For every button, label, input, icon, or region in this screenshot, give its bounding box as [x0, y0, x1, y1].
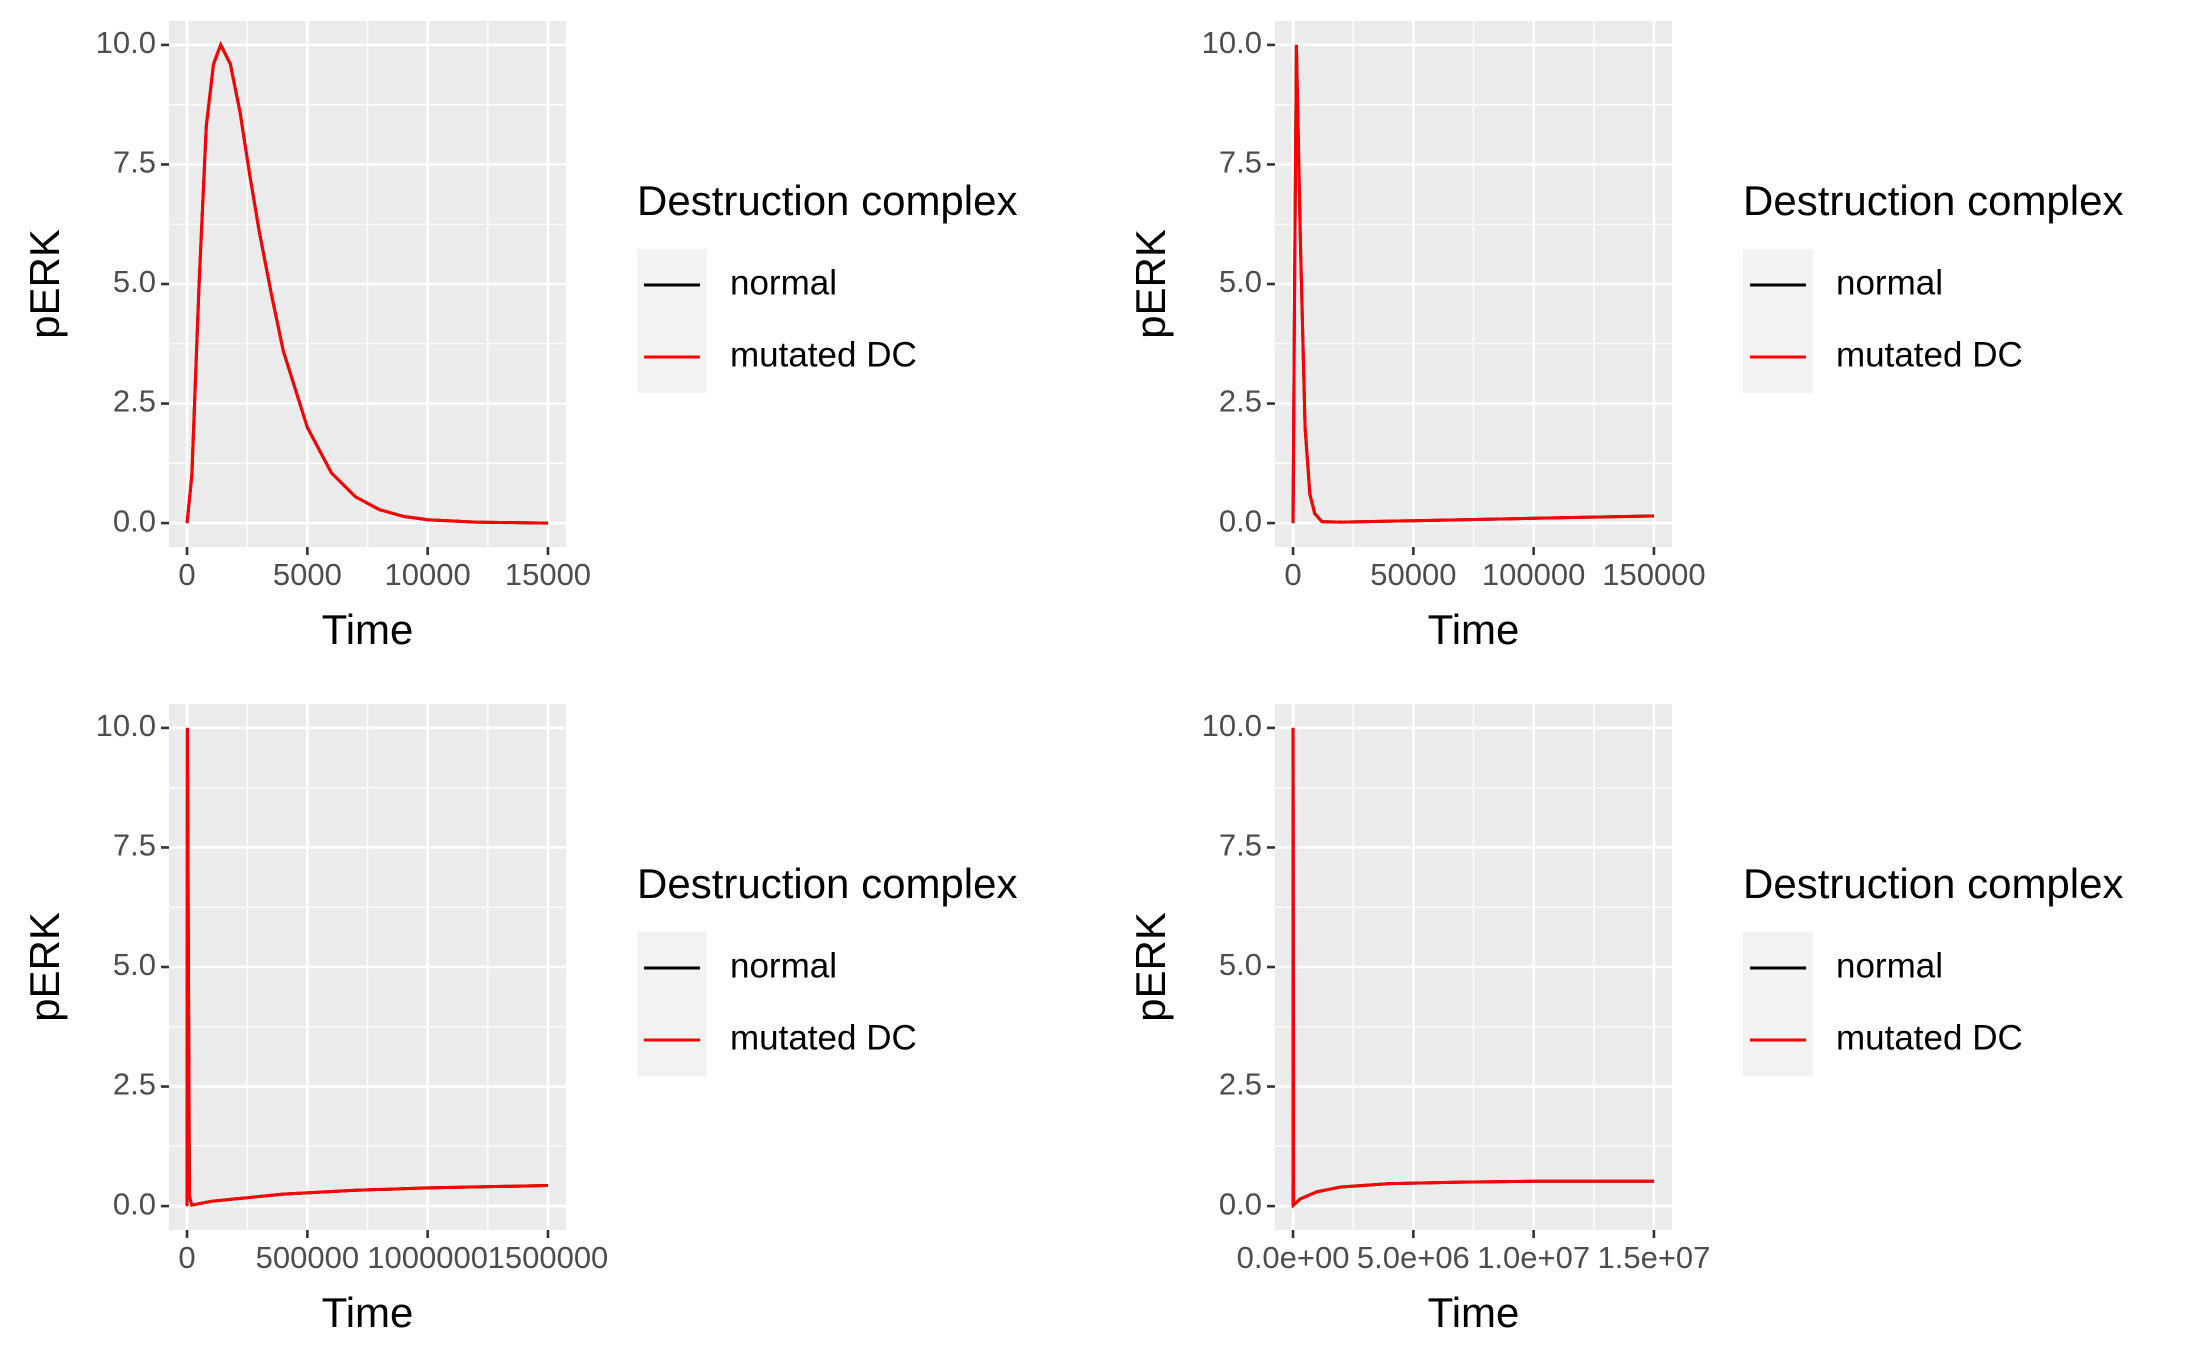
- x-axis-title: Time: [322, 606, 414, 653]
- x-tick-label: 5.0e+06: [1357, 1240, 1470, 1275]
- legend-label: mutated DC: [730, 1018, 917, 1057]
- legend-title: Destruction complex: [1743, 860, 2123, 907]
- x-tick-label: 0: [178, 1240, 195, 1275]
- y-tick-label: 5.0: [1219, 264, 1262, 299]
- y-tick-label: 5.0: [113, 947, 156, 982]
- y-tick-label: 2.5: [113, 384, 156, 419]
- legend-title: Destruction complex: [1743, 177, 2123, 224]
- y-tick-label: 10.0: [1202, 708, 1262, 743]
- y-tick-label: 7.5: [113, 145, 156, 180]
- legend-label: mutated DC: [1836, 1018, 2023, 1057]
- y-tick-label: 0.0: [113, 503, 156, 538]
- x-tick-label: 1000000: [367, 1240, 488, 1275]
- x-tick-label: 100000: [1482, 557, 1585, 592]
- x-tick-label: 1500000: [488, 1240, 609, 1275]
- series-line: [1291, 44, 1654, 524]
- x-axis-title: Time: [1428, 606, 1520, 653]
- x-tick-label: 0: [1284, 557, 1301, 592]
- y-axis-title: pERK: [21, 912, 68, 1022]
- x-tick-label: 1.5e+07: [1597, 1240, 1710, 1275]
- legend-title: Destruction complex: [637, 177, 1017, 224]
- y-tick-label: 0.0: [1219, 1186, 1262, 1221]
- y-axis-title: pERK: [21, 229, 68, 339]
- x-tick-label: 150000: [1602, 557, 1705, 592]
- legend-title: Destruction complex: [637, 860, 1017, 907]
- y-axis-title: pERK: [1127, 229, 1174, 339]
- legend-label: normal: [1836, 946, 1943, 985]
- y-tick-label: 2.5: [1219, 384, 1262, 419]
- y-tick-label: 10.0: [1202, 25, 1262, 60]
- x-tick-label: 1.0e+07: [1477, 1240, 1590, 1275]
- series-line: [185, 41, 548, 525]
- x-tick-label: 15000: [505, 557, 591, 592]
- x-tick-label: 50000: [1370, 557, 1456, 592]
- legend-label: mutated DC: [1836, 335, 2023, 374]
- y-tick-label: 0.0: [1219, 503, 1262, 538]
- panel: 0.0 2.5 5.0 7.5 10.0 0.0e+00 5.0e+06 1.0e+07 1.5…: [1127, 704, 2123, 1336]
- y-tick-label: 7.5: [1219, 145, 1262, 180]
- y-tick-label: 2.5: [113, 1067, 156, 1102]
- y-tick-label: 5.0: [113, 264, 156, 299]
- y-axis-title: pERK: [1127, 912, 1174, 1022]
- y-tick-label: 2.5: [1219, 1067, 1262, 1102]
- panel: 0.0 2.5 5.0 7.5 10.0 0 50000 100000 150000 Time pE…: [1127, 21, 2123, 653]
- panel: 0.0 2.5 5.0 7.5 10.0 0 5000 10000 15000 Time pERK D…: [21, 21, 1017, 653]
- y-tick-label: 5.0: [1219, 947, 1262, 982]
- y-tick-label: 10.0: [96, 708, 156, 743]
- y-tick-label: 7.5: [1219, 828, 1262, 863]
- series-line: [185, 727, 548, 1207]
- x-axis-title: Time: [322, 1289, 414, 1336]
- x-tick-label: 0: [178, 557, 195, 592]
- x-tick-label: 5000: [273, 557, 342, 592]
- x-axis-title: Time: [1428, 1289, 1520, 1336]
- x-tick-label: 0.0e+00: [1237, 1240, 1350, 1275]
- x-tick-label: 500000: [256, 1240, 359, 1275]
- legend-label: normal: [730, 946, 837, 985]
- legend-label: normal: [1836, 263, 1943, 302]
- y-tick-label: 10.0: [96, 25, 156, 60]
- y-tick-label: 7.5: [113, 828, 156, 863]
- series-line: [1291, 727, 1654, 1209]
- legend-label: mutated DC: [730, 335, 917, 374]
- legend-label: normal: [730, 263, 837, 302]
- panel: 0.0 2.5 5.0 7.5 10.0 0 500000 1000000 1500000 Tim…: [21, 704, 1017, 1336]
- x-tick-label: 10000: [385, 557, 471, 592]
- y-tick-label: 0.0: [113, 1186, 156, 1221]
